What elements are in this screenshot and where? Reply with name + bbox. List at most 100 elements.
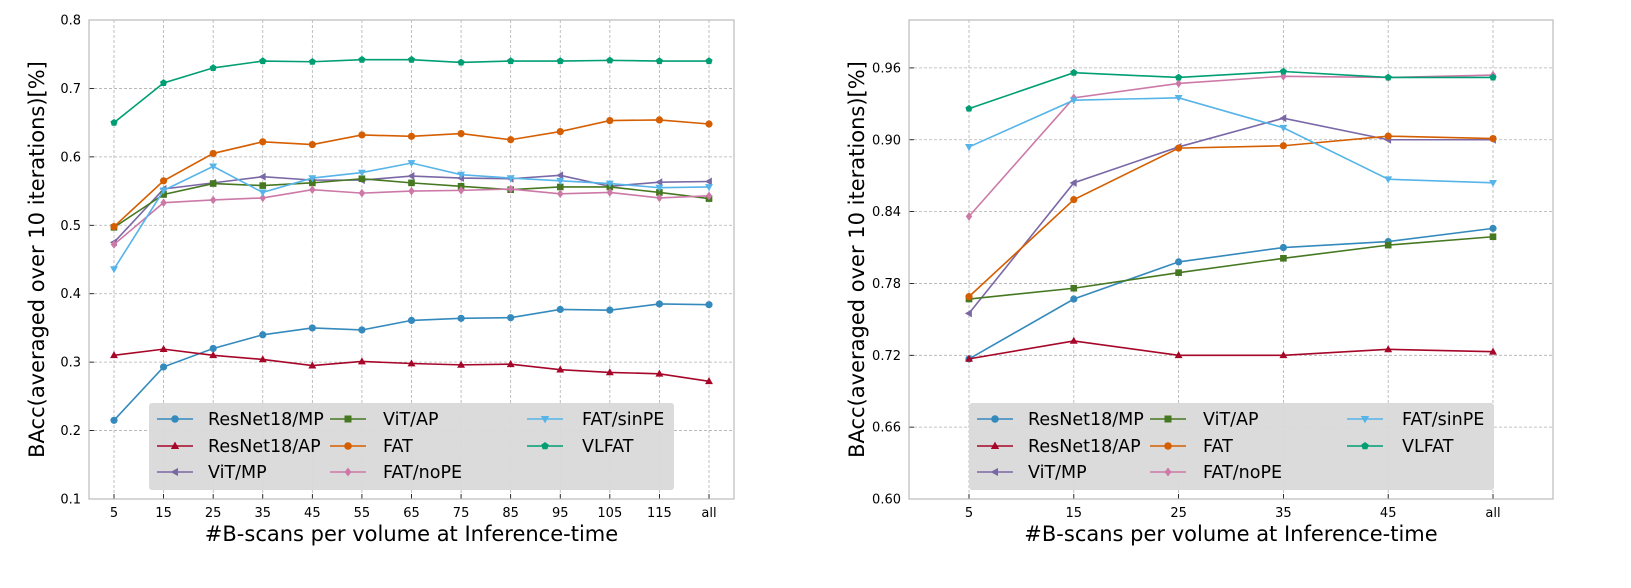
chart-1-x-tick-label: 45 [304,506,321,521]
chart-2-y-tick-label: 0.60 [872,493,901,508]
chart-1-series-fat-point [110,223,118,231]
chart-2-series-fat-line [968,135,1494,298]
chart-2-legend: ResNet18/MP ResNet18/AP ViT/MP ViT/AP FAT FAT… [969,403,1494,490]
chart-2-series-resnet18-mp-point [1279,243,1287,252]
chart-2-legend-entry-resnet18-mp-marker [991,415,999,423]
chart-1-series-resnet18-mp-point [159,363,168,371]
chart-1-series-resnet18-mp-point [110,416,118,424]
chart-1-series-fat-sinpe-point [308,175,317,183]
chart-1-series-resnet18-ap-point [705,377,713,385]
chart-1-series-fat-nope-point [457,186,465,195]
chart-1-legend-entry-fat-marker [344,442,352,450]
chart-2-series-vlfat-point [1279,67,1287,75]
chart-1-axes-frame [88,19,735,500]
chart-1-series-resnet18-ap-point [159,345,168,353]
chart-1-series-fat-nope-point [705,191,713,201]
chart-2-series-resnet18-ap-point [1069,336,1078,344]
chart-1-series-resnet18-ap-point [209,351,218,359]
chart-2-series-resnet18-mp-point [1489,224,1497,232]
chart-1-series-resnet18-ap-point [655,369,664,377]
chart-1-series-vit-ap-point [656,189,663,196]
chart-1-series-vit-mp-point [258,172,266,181]
chart-1-legend-entry-vit-ap: ViT/AP [330,410,439,430]
chart-2-y-tick-label: 0.78 [872,277,901,292]
chart-1-series-fat-sinpe-point [159,187,168,195]
chart-1-series-fat-nope-point [656,193,663,203]
chart-2: 5 15 25 35 45 all 0.60 0.66 0.72 0.78 0.84 0.90 0.96… [845,19,1554,546]
chart-1-series-resnet18-mp [110,300,713,424]
chart-2-series-resnet18-mp-point [1070,295,1078,303]
chart-2-legend-entry-resnet18-ap-label: ResNet18/AP [1028,437,1141,457]
chart-2-series-vit-ap-line [968,235,1494,300]
chart-1-series-resnet18-ap-point [605,368,614,376]
chart-2-legend-entry-vit-mp-marker [990,467,999,477]
chart-2-series-resnet18-ap-point [965,354,973,362]
chart-1-y-tick-label: 0.1 [60,493,81,508]
chart-2-legend-entry-resnet18-mp-label: ResNet18/MP [1028,410,1144,430]
chart-2-legend-entry-vit-mp: ViT/MP [977,463,1087,483]
chart-2-y-tick-label: 0.66 [872,421,901,436]
chart-1-y-tick-label: 0.4 [60,287,81,302]
chart-2-legend-entry-vit-ap: ViT/AP [1150,410,1259,430]
chart-1-x-tick-label: 35 [254,506,271,521]
chart-1-series-vit-ap-point [209,180,217,187]
chart-1-y-axis-label: BAcc(averaged over 10 iterations)[%] [25,61,49,458]
chart-1-series-fat-sinpe [110,160,713,274]
chart-1-series-vit-mp-point [704,177,712,186]
chart-1-y-tick-label: 0.6 [60,150,81,165]
chart-1-series-resnet18-mp-point [308,324,316,332]
chart-1-series-vlfat-point [606,56,614,64]
chart-1-series-fat-nope-point [309,185,316,195]
chart-1-series-fat-point [209,149,217,158]
chart-1-legend-entry-resnet18-mp-label: ResNet18/MP [208,410,324,430]
chart-1-series-fat-nope-point [507,184,514,194]
chart-1-series-fat-nope-point [408,186,415,196]
chart-2-x-tick-label: 35 [1275,506,1292,521]
chart-2-series-vlfat-point [965,104,973,112]
chart-2-series-vit-ap-point [1489,233,1497,241]
chart-2-series-fat-nope-point [1175,79,1182,88]
chart-1-series-fat-sinpe-point [457,171,466,179]
chart-1-legend-entry-fat-sinpe-label: FAT/sinPE [582,410,664,430]
chart-1-legend: ResNet18/MP ResNet18/AP ViT/MP ViT/AP FAT FAT… [149,403,674,490]
chart-1-legend-entry-fat-nope-marker [344,467,352,477]
chart-1-series-fat-nope-point [606,188,614,197]
chart-1-series-fat-nope-point [209,195,217,205]
chart-2-series-resnet18-ap-point [1279,351,1288,359]
chart-2-legend-entry-vit-ap-marker [1164,415,1172,423]
chart-2-series-fat-point [1070,196,1078,204]
chart-2-y-tick-label: 0.72 [872,349,901,364]
chart-1-series-vlfat-point [457,58,465,66]
chart-2-legend-entry-vlfat-marker [1361,442,1369,450]
chart-2-legend-entry-fat-sinpe-marker [1360,415,1370,424]
chart-1-series-resnet18-ap-point [407,359,416,367]
chart-2-series-resnet18-mp [965,224,1497,363]
chart-2-y-tick-label: 0.84 [872,205,901,220]
chart-1-series-fat-nope-point [259,193,266,203]
chart-1-series-vit-ap-point [556,183,564,191]
chart-2-x-tick-label: 5 [965,506,973,521]
chart-2-y-tick-label: 0.96 [872,61,901,76]
chart-2-series-vlfat-point [1489,73,1497,81]
chart-2-series-fat-sinpe-point [1069,97,1078,105]
chart-1-x-tick-label: 75 [453,506,470,521]
chart-1-series-fat-nope-point [557,189,564,199]
chart-1-legend-entry-resnet18-ap-label: ResNet18/AP [208,437,321,457]
chart-1-x-tick-label: 65 [403,506,420,521]
chart-1-series-vlfat [110,55,713,126]
chart-1-y-tick-label: 0.5 [60,219,81,234]
chart-1-series-vit-ap-point [309,179,316,187]
chart-1-legend-entry-fat: FAT [330,437,413,457]
chart-1-series-fat-sinpe-point [506,175,515,183]
chart-1-series-resnet18-mp-point [407,316,416,325]
chart-1-series-vlfat-point [556,57,564,65]
chart-2-series-vlfat [965,67,1497,112]
chart-1-x-tick-label: 95 [552,506,569,521]
chart-1-x-tick-label: 5 [110,506,118,521]
chart-1-series-resnet18-ap-point [110,351,118,359]
chart-2-x-axis-label: #B-scans per volume at Inference-time [1024,522,1437,546]
chart-2-series-resnet18-ap-point [1174,351,1183,359]
chart-2-series-fat-point [1175,144,1183,152]
chart-1-x-tick-label: 15 [155,506,172,521]
chart-2-legend-entry-resnet18-ap-marker [990,441,1000,450]
